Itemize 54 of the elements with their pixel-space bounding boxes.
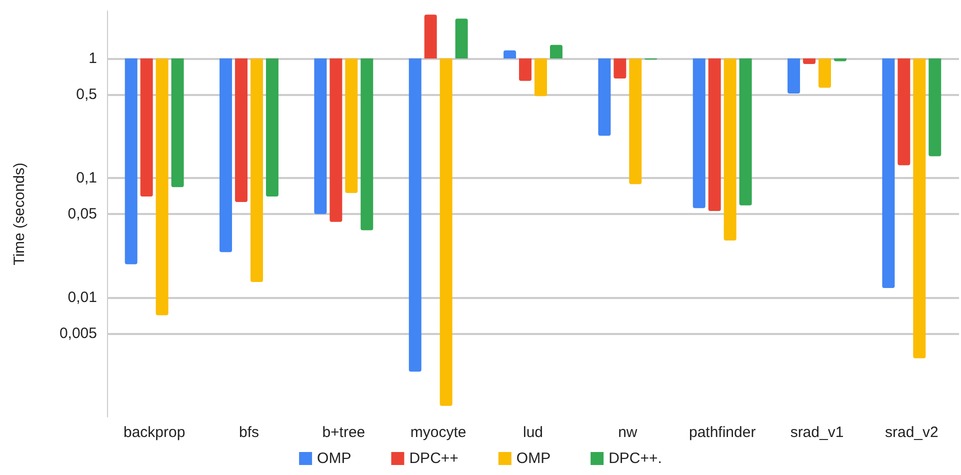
legend-label: DPC++ [409,450,459,467]
bar [882,58,895,288]
legend-label: OMP [516,450,551,467]
bar [171,58,184,188]
bar [504,50,516,59]
x-tick-label: srad_v2 [884,424,938,441]
bar [360,58,374,230]
bar [913,58,926,358]
bar [534,58,547,96]
bar [818,58,831,88]
bar [250,58,263,282]
bar [898,58,910,166]
bar [550,44,562,59]
x-tick-label: srad_v1 [790,424,844,441]
y-tick-label: 1 [88,50,97,68]
bar [424,14,437,59]
bar [803,58,816,64]
y-tick-label: 0,5 [76,86,97,104]
y-tick-label: 0,005 [59,324,97,342]
bar [235,58,248,202]
bar [629,58,642,184]
x-tick-label: b+tree [322,424,366,441]
bar [156,58,168,316]
bar [314,58,327,214]
bar [455,18,468,59]
bar [614,58,626,79]
bar [708,58,721,211]
y-tick-label: 0,1 [76,170,97,187]
bar [739,58,752,206]
y-axis-title: Time (seconds) [11,162,28,266]
bar [124,58,138,264]
x-tick-label: lud [522,424,544,441]
bar [724,58,736,241]
y-tick-label: 0,01 [68,289,97,306]
bar [345,58,358,193]
bar [788,58,800,94]
bar [408,58,422,372]
legend-label: OMP [317,450,352,467]
x-tick-label: nw [618,424,638,441]
bar [140,58,153,197]
bar [266,58,278,197]
bar [598,58,611,136]
x-tick-label: bfs [238,424,260,441]
x-tick-label: myocyte [410,424,466,441]
x-tick-label: pathfinder [688,424,756,441]
y-tick-label: 0,05 [68,206,97,222]
bar [440,58,452,406]
bar [519,58,532,81]
x-tick-label: backprop [123,424,186,441]
legend-label: DPC++. [608,450,662,467]
bar [220,58,232,252]
bar [692,58,706,208]
bar [330,58,342,222]
bar [928,58,942,156]
